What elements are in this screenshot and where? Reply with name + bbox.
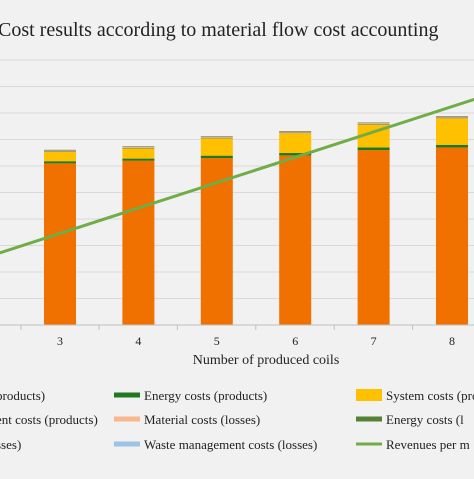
bar-segment xyxy=(44,151,76,162)
x-tick-label: 5 xyxy=(214,334,220,348)
bar-segment xyxy=(436,116,468,117)
bar-segment xyxy=(436,118,468,145)
legend-label: Waste management costs (losses) xyxy=(144,437,317,452)
legend-label: Energy costs (l xyxy=(386,412,464,427)
revenue-line xyxy=(0,97,474,255)
x-axis-title: Number of produced coils xyxy=(193,353,340,368)
legend-label: System costs (products) xyxy=(386,388,474,403)
legend-swatch xyxy=(114,416,140,422)
bar-segment xyxy=(44,150,76,152)
legend: products) Energy costs (products) System c… xyxy=(0,388,474,452)
legend-swatch xyxy=(356,416,382,422)
bar-segment xyxy=(200,136,233,137)
bar-segment xyxy=(200,136,233,138)
gridlines xyxy=(0,59,474,299)
bar-segment xyxy=(44,151,76,152)
chart-title: Cost results according to material flow … xyxy=(0,19,438,41)
legend-label: ent costs (products) xyxy=(0,412,98,427)
bar-segment xyxy=(357,147,390,151)
bar-segment xyxy=(436,116,468,118)
bars xyxy=(44,116,468,325)
bar-segment xyxy=(200,155,233,159)
legend-swatch xyxy=(114,392,140,398)
x-tick-label: 3 xyxy=(57,334,63,348)
bar-segment xyxy=(357,150,390,325)
bar-segment xyxy=(122,160,155,325)
bar-segment xyxy=(279,155,312,325)
revenue-line-layer xyxy=(0,97,474,255)
bar-segment xyxy=(200,137,233,139)
bar-segment xyxy=(122,148,155,159)
bar-segment xyxy=(279,133,312,154)
bar-segment xyxy=(44,161,76,164)
legend-label: Revenues per m xyxy=(386,437,470,452)
bar-segment xyxy=(200,138,233,156)
bar-segment xyxy=(122,158,155,161)
bar-segment xyxy=(436,147,468,325)
bar-segment xyxy=(122,147,155,149)
legend-swatch xyxy=(356,389,382,401)
x-axis: 3 4 5 6 7 8 xyxy=(0,324,474,348)
legend-swatch xyxy=(114,441,140,447)
bar-segment xyxy=(279,132,312,134)
bar-segment xyxy=(44,149,76,151)
legend-label: Energy costs (products) xyxy=(144,388,267,403)
bar-segment xyxy=(44,163,76,325)
x-tick-label: 6 xyxy=(292,334,298,348)
bar-segment xyxy=(436,144,468,148)
x-tick-label: 4 xyxy=(135,334,141,348)
bar-segment xyxy=(279,131,312,132)
bar-segment xyxy=(357,123,390,124)
bar-segment xyxy=(122,146,155,147)
x-tick-label: 7 xyxy=(371,334,377,348)
bar-segment xyxy=(357,123,390,125)
bar-segment xyxy=(279,131,312,133)
bar-segment xyxy=(357,122,390,124)
bar-segment xyxy=(436,117,468,119)
bar-segment xyxy=(279,153,312,156)
legend-label: products) xyxy=(0,388,45,403)
x-tick-label: 8 xyxy=(449,334,455,348)
legend-label: sses) xyxy=(0,437,21,452)
bar-segment xyxy=(122,146,155,148)
legend-label: Material costs (losses) xyxy=(144,412,260,427)
